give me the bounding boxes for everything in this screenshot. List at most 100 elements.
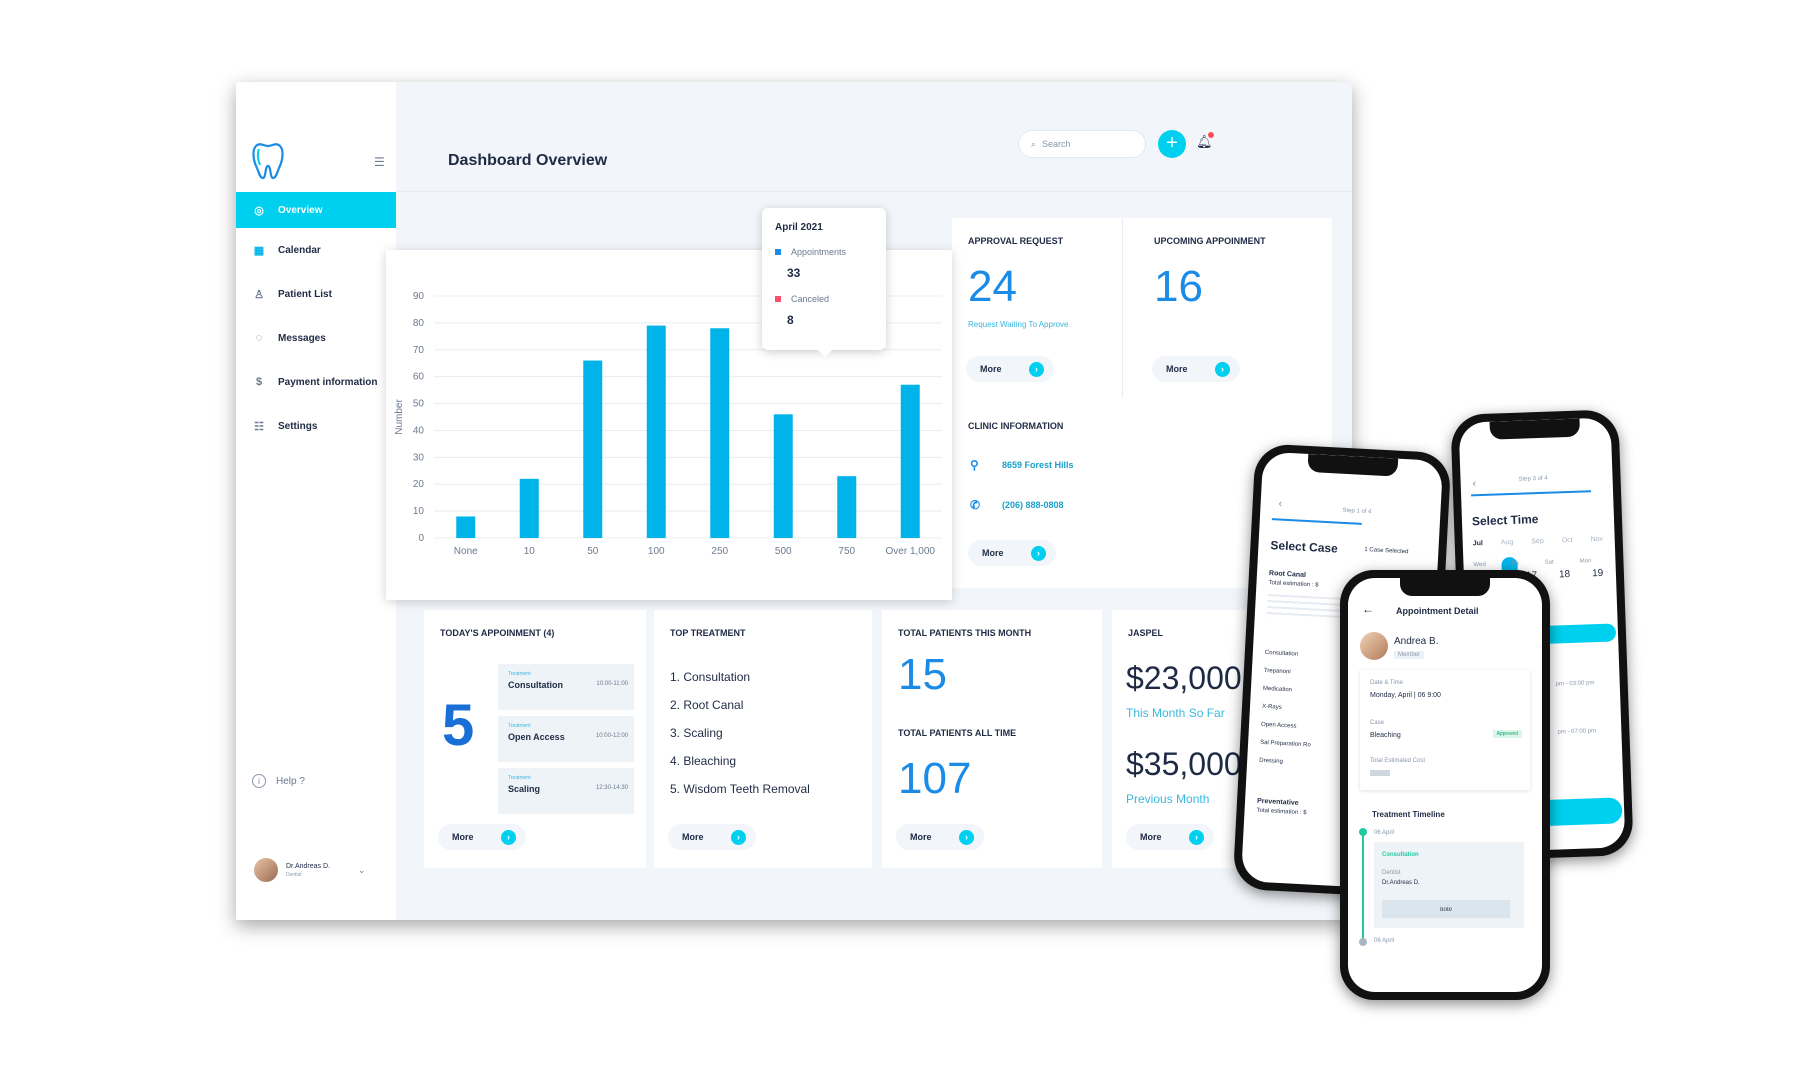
- day-item[interactable]: Wed: [1473, 561, 1486, 569]
- month-item[interactable]: Oct: [1561, 536, 1573, 545]
- case-status-badge: Approved: [1492, 730, 1522, 738]
- patients-all-title: TOTAL PATIENTS ALL TIME: [898, 728, 1017, 738]
- appointment-item[interactable]: Treatment Open Access 10:00-12:00: [498, 716, 634, 762]
- appointment-name: Scaling: [508, 784, 541, 794]
- legend-swatch: [775, 296, 781, 302]
- chevron-down-icon[interactable]: ⌄: [357, 864, 366, 875]
- sidebar-item-patient-list[interactable]: ♙ Patient List: [236, 272, 396, 316]
- sidebar-item-overview[interactable]: ◎ Overview: [236, 192, 396, 228]
- treatment-item: 1. Consultation: [670, 670, 751, 684]
- divider: [1122, 218, 1123, 398]
- arrow-right-icon: ›: [959, 830, 974, 845]
- time-slot[interactable]: pm - 07:00 pm: [1557, 728, 1597, 736]
- sidebar-item-settings[interactable]: ☷ Settings: [236, 404, 396, 448]
- treatment-option[interactable]: Dressing: [1259, 757, 1283, 766]
- sidebar-item-label: Messages: [278, 332, 326, 344]
- timeline-entry[interactable]: Consultation Dentist Dr.Andreas D. note: [1374, 842, 1524, 928]
- menu-toggle-icon[interactable]: ☰: [374, 155, 385, 169]
- bar: [837, 476, 857, 538]
- arrow-right-icon: ›: [731, 830, 746, 845]
- cost-label: Total Estimated Cost: [1370, 758, 1426, 764]
- phone-screen: ← Appointment Detail Andrea B. Member Da…: [1348, 578, 1542, 992]
- arrow-right-icon: ›: [1031, 546, 1046, 561]
- appointment-item[interactable]: Treatment Consultation 10:00-11:00: [498, 664, 634, 710]
- arrow-right-icon: ›: [501, 830, 516, 845]
- notification-dot: [1208, 132, 1214, 138]
- treatment-list: Consultation Trepanoni Medication X-Rays…: [1259, 644, 1316, 772]
- treatment-more-button[interactable]: More ›: [668, 824, 756, 850]
- tooltip-value: 33: [787, 266, 801, 280]
- phone-appointment-detail: ← Appointment Detail Andrea B. Member Da…: [1340, 570, 1550, 1000]
- month-row: Jul Aug Sep Oct Nov: [1473, 536, 1604, 548]
- date-item[interactable]: 19: [1591, 567, 1604, 580]
- patient-icon: ♙: [254, 288, 264, 301]
- sidebar-item-messages[interactable]: ◌ Messages: [236, 316, 396, 360]
- add-button[interactable]: +: [1158, 130, 1186, 158]
- appointment-item[interactable]: Treatment Scaling 12:30-14:30: [498, 768, 634, 814]
- patients-month-title: TOTAL PATIENTS THIS MONTH: [898, 628, 1032, 638]
- page-title: Dashboard Overview: [448, 152, 608, 169]
- payment-icon: $: [255, 376, 263, 388]
- timeline-date: 06 April: [1374, 830, 1395, 836]
- date-item[interactable]: 18: [1558, 568, 1571, 581]
- date-time-label: Date & Time: [1370, 680, 1404, 686]
- timeline-role: Dentist: [1382, 870, 1401, 876]
- select-case-title: Select Case: [1270, 538, 1339, 556]
- tooltip-row-appointments: Appointments: [775, 247, 873, 257]
- more-label: More: [682, 832, 704, 842]
- month-item[interactable]: Aug: [1500, 538, 1514, 547]
- x-tick-label: None: [454, 546, 478, 557]
- appointment-label: Treatment: [508, 775, 531, 781]
- back-arrow-icon[interactable]: ‹: [1472, 478, 1477, 490]
- patients-more-button[interactable]: More ›: [896, 824, 984, 850]
- appointment-time: 10:00-12:00: [595, 733, 628, 739]
- help-label: Help ?: [276, 775, 305, 787]
- help-link[interactable]: i Help ?: [252, 774, 305, 788]
- treatment-item: 2. Root Canal: [670, 698, 744, 712]
- detail-info-card: Date & Time Monday, April | 06 9:00 Case…: [1360, 670, 1530, 790]
- sidebar-item-label: Calendar: [278, 244, 321, 256]
- user-role: Dentist: [286, 871, 302, 878]
- bell-icon[interactable]: 🔔︎: [1196, 132, 1214, 149]
- day-item[interactable]: Mon: [1579, 558, 1592, 565]
- back-arrow-icon[interactable]: ‹: [1278, 498, 1283, 510]
- more-label: More: [452, 832, 474, 842]
- tooth-icon[interactable]: [250, 140, 286, 180]
- treatment-item: 4. Bleaching: [670, 754, 737, 768]
- upcoming-more-button[interactable]: More ›: [1152, 356, 1240, 382]
- month-item[interactable]: Sep: [1531, 537, 1544, 546]
- x-tick-label: 750: [838, 546, 855, 557]
- clinic-address-text: 8659 Forest Hills: [1002, 460, 1074, 470]
- dashboard-window: ☰ ◎ Overview ▦ Calendar ♙ Patient List ◌…: [236, 82, 1352, 920]
- step-progress: [1271, 518, 1362, 525]
- upcoming-value: 16: [1154, 262, 1203, 311]
- x-tick-label: 100: [648, 546, 665, 557]
- today-more-button[interactable]: More ›: [438, 824, 526, 850]
- bar: [583, 360, 603, 538]
- jaspel-more-button[interactable]: More ›: [1126, 824, 1214, 850]
- timeline-date: 06 April: [1374, 938, 1395, 944]
- sidebar-item-calendar[interactable]: ▦ Calendar: [236, 228, 396, 272]
- clinic-more-button[interactable]: More ›: [968, 540, 1056, 566]
- member-badge: Member: [1394, 651, 1425, 659]
- phone-notch: [1307, 453, 1399, 477]
- note-button[interactable]: note: [1382, 900, 1510, 918]
- case-item-title[interactable]: Preventative: [1256, 797, 1299, 807]
- day-item[interactable]: Fri: [1511, 560, 1519, 568]
- date-time-value: Monday, April | 06 9:00: [1370, 692, 1441, 699]
- time-slot[interactable]: pm - 03:00 pm: [1555, 680, 1595, 688]
- search-input[interactable]: ⌕ Search: [1018, 130, 1146, 158]
- arrow-right-icon: ›: [1215, 362, 1230, 377]
- month-item[interactable]: Nov: [1590, 535, 1604, 544]
- user-profile[interactable]: Dr.Andreas D. Dentist ⌄: [254, 858, 366, 882]
- legend-swatch: [775, 249, 781, 255]
- sidebar-item-payment[interactable]: $ Payment information: [236, 360, 396, 404]
- back-arrow-icon[interactable]: ←: [1362, 602, 1374, 616]
- y-tick-label: 30: [413, 452, 425, 463]
- approval-more-button[interactable]: More ›: [966, 356, 1054, 382]
- step-label: Step 3 of 4: [1518, 475, 1548, 483]
- sidebar-item-label: Payment information: [278, 376, 378, 388]
- month-item[interactable]: Jul: [1472, 540, 1484, 548]
- case-item-title[interactable]: Root Canal: [1268, 570, 1307, 579]
- day-item[interactable]: Sat: [1544, 559, 1554, 566]
